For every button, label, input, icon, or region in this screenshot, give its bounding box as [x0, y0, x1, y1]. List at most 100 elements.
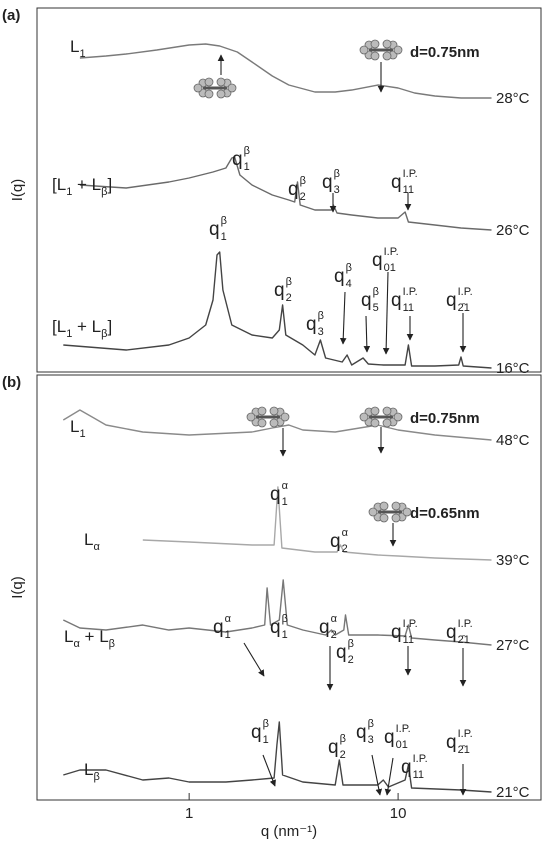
peak-label-sup: β — [368, 718, 374, 730]
phase-label: Lβ — [84, 760, 100, 783]
peak-label-sub: 2 — [342, 543, 348, 555]
arrow — [382, 271, 390, 355]
peak-label-sup: β — [244, 145, 250, 157]
peak-label-sup: I.P. — [403, 286, 418, 298]
series-temperature: 48°C — [496, 432, 530, 449]
data-line — [79, 43, 492, 99]
peak-label-sup: β — [318, 310, 324, 322]
phase-label: L1 — [70, 417, 86, 440]
peak-label-sub: 2 — [300, 191, 306, 203]
d-spacing-label: d=0.75nm — [410, 44, 480, 61]
phase-label-part: β — [109, 638, 115, 650]
peak-label-sub: 3 — [368, 734, 374, 746]
molecule-atom — [368, 507, 378, 517]
peak-label-sup: β — [263, 718, 269, 730]
peak-label-base: q — [209, 219, 220, 240]
peak-label-sup: I.P. — [396, 723, 411, 735]
molecule-atom — [379, 513, 389, 523]
phase-label-part: [L — [52, 317, 66, 336]
peak-label-sup: α — [342, 527, 349, 539]
peak-label-base: q — [322, 172, 333, 193]
molecule-atom — [393, 412, 403, 422]
phase-label-part: + L — [80, 627, 109, 646]
peak-label-base: q — [274, 280, 285, 301]
peak-label-base: q — [356, 722, 367, 743]
peak-label-sub: 2̄1 — [458, 744, 470, 756]
arrow — [384, 757, 394, 796]
panel-label: (b) — [2, 374, 21, 391]
peak-label-sup: I.P. — [458, 728, 473, 740]
molecule-atom — [257, 418, 267, 428]
peak-label-sub: 4 — [346, 278, 352, 290]
peak-label-sub: 2 — [348, 654, 354, 666]
molecule-atom — [379, 501, 389, 511]
molecule-atom — [269, 418, 279, 428]
phase-label-part: + L — [72, 175, 101, 194]
peak-label-sup: I.P. — [413, 753, 428, 765]
molecule-atom — [391, 501, 401, 511]
peak-label-sub: 2̄1 — [458, 634, 470, 646]
peak-label-sup: β — [348, 638, 354, 650]
x-tick-label: 10 — [390, 805, 407, 822]
arrow — [262, 754, 276, 787]
molecule-atom — [391, 513, 401, 523]
peak-label-sup: β — [300, 175, 306, 187]
data-line — [62, 409, 492, 441]
peak-label-sub: 1 — [282, 629, 288, 641]
arrow — [363, 315, 371, 353]
peak-label-base: q — [401, 757, 412, 778]
arrow — [339, 291, 347, 345]
peak-label-sub: 01 — [384, 262, 396, 274]
peak-label-base: q — [336, 642, 347, 663]
phase-label-part: 1 — [79, 428, 85, 440]
peak-label-base: q — [213, 617, 224, 638]
molecule-icon — [368, 501, 412, 523]
peak-label-base: q — [446, 732, 457, 753]
peak-label-base: q — [446, 290, 457, 311]
y-axis-label: I(q) — [9, 576, 26, 599]
phase-label-part: β — [101, 328, 107, 340]
phase-label: [L1 + Lβ] — [52, 317, 112, 340]
molecule-atom — [280, 412, 290, 422]
peak-label-sup: I.P. — [458, 286, 473, 298]
phase-label-part: L — [70, 417, 79, 436]
molecule-icon — [246, 406, 290, 428]
peak-label-sub: 3 — [318, 326, 324, 338]
data-line — [79, 156, 492, 231]
peak-label-base: q — [270, 617, 281, 638]
phase-label: L1 — [70, 37, 86, 60]
arrow — [371, 754, 383, 796]
molecule-icon — [359, 39, 403, 61]
y-axis-label: I(q) — [9, 179, 26, 202]
peak-label-sub: 1 — [282, 496, 288, 508]
peak-label-base: q — [330, 531, 341, 552]
data-line — [62, 579, 492, 646]
series-temperature: 27°C — [496, 637, 530, 654]
molecule-atom — [204, 89, 214, 99]
peak-label-base: q — [328, 737, 339, 758]
peak-label-sub: 2̄1 — [458, 302, 470, 314]
peak-label-sup: I.P. — [403, 168, 418, 180]
molecule-atom — [204, 77, 214, 87]
molecule-atom — [370, 418, 380, 428]
peak-label-base: q — [251, 722, 262, 743]
peak-label-sub: 11 — [403, 184, 414, 196]
peak-label-sub: 1 — [244, 161, 250, 173]
data-line — [142, 486, 492, 561]
peak-label-sup: β — [282, 613, 288, 625]
molecule-atom — [393, 45, 403, 55]
phase-label-part: + L — [72, 317, 101, 336]
phase-label-part: L — [84, 530, 93, 549]
molecule-atom — [246, 412, 256, 422]
panel-label: (a) — [2, 7, 20, 24]
peak-label-base: q — [372, 250, 383, 271]
series-temperature: 21°C — [496, 784, 530, 801]
phase-label-part: α — [73, 638, 80, 650]
phase-label-part: 1 — [66, 328, 72, 340]
series-temperature: 28°C — [496, 90, 530, 107]
phase-label-part: [L — [52, 175, 66, 194]
molecule-atom — [193, 83, 203, 93]
peak-label-sup: β — [286, 276, 292, 288]
series-temperature: 26°C — [496, 222, 530, 239]
data-line — [63, 251, 492, 369]
